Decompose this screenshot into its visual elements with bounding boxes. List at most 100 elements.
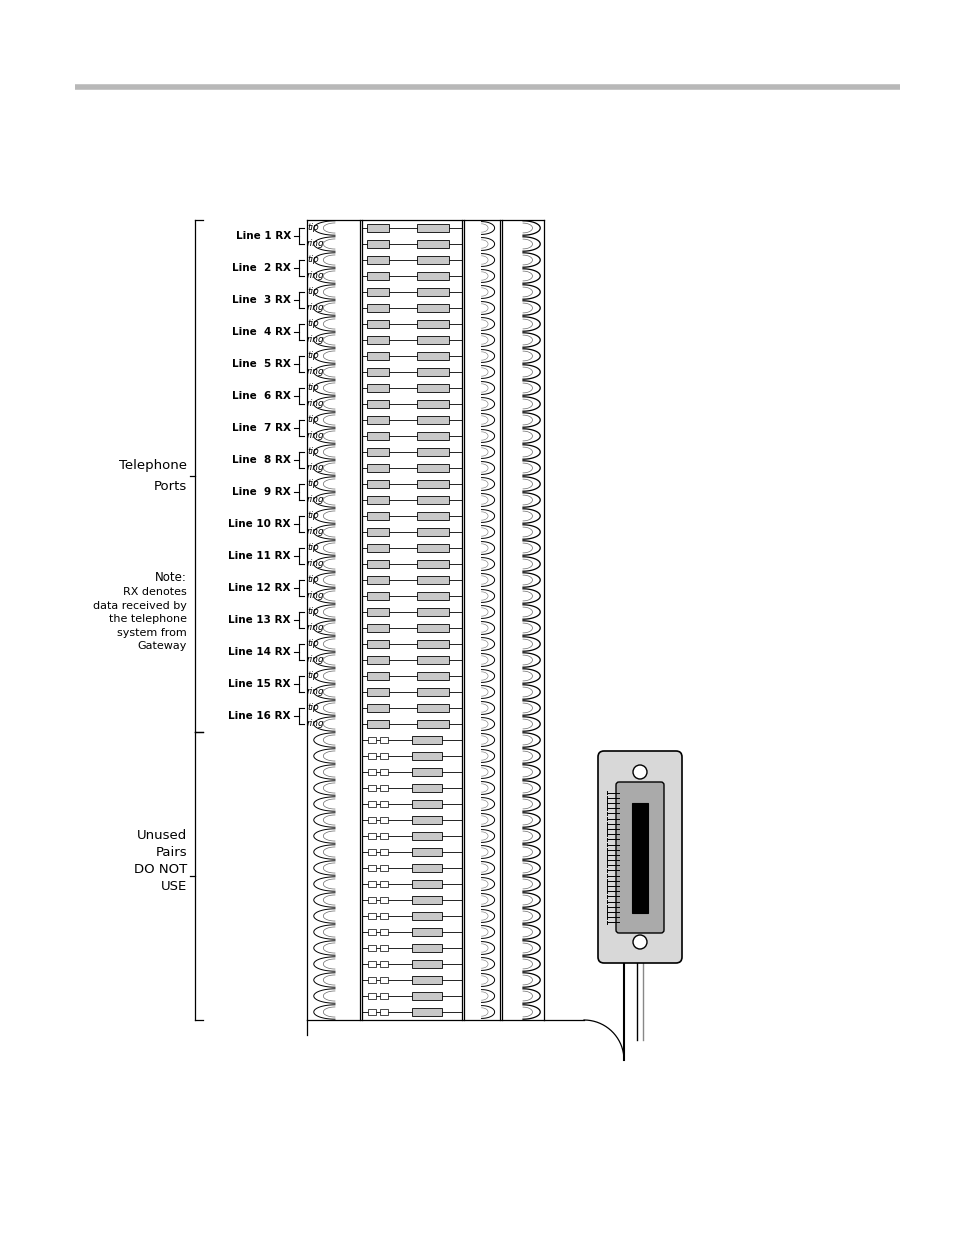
Bar	[416, 336, 449, 345]
Text: ring: ring	[307, 656, 324, 664]
Text: tip: tip	[307, 415, 318, 425]
Bar	[416, 480, 449, 488]
Bar	[379, 737, 388, 743]
Bar	[368, 897, 375, 903]
Bar	[412, 736, 441, 743]
Text: Line 15 RX: Line 15 RX	[229, 679, 291, 689]
Bar	[368, 913, 375, 919]
Bar	[367, 704, 389, 713]
Bar	[631, 803, 647, 913]
Bar	[416, 688, 449, 697]
Bar	[379, 800, 388, 808]
Bar	[368, 977, 375, 983]
Text: tip: tip	[307, 576, 318, 584]
Bar	[368, 881, 375, 887]
Text: tip: tip	[307, 288, 318, 296]
Bar	[412, 752, 441, 760]
Bar	[416, 432, 449, 440]
Bar	[367, 320, 389, 329]
Text: ring: ring	[307, 368, 324, 377]
Text: ring: ring	[307, 272, 324, 280]
Bar	[379, 784, 388, 792]
Text: ring: ring	[307, 527, 324, 536]
Text: Line  8 RX: Line 8 RX	[232, 454, 291, 466]
Bar	[367, 496, 389, 504]
Bar	[368, 832, 375, 840]
Text: Line  3 RX: Line 3 RX	[232, 295, 291, 305]
Bar	[416, 720, 449, 727]
Bar	[367, 543, 389, 552]
Bar	[368, 769, 375, 776]
Bar	[368, 993, 375, 999]
Text: RX denotes
data received by
the telephone
system from
Gateway: RX denotes data received by the telephon…	[93, 587, 187, 651]
Bar	[368, 945, 375, 951]
Text: Unused
Pairs
DO NOT
USE: Unused Pairs DO NOT USE	[133, 829, 187, 893]
Bar	[368, 1009, 375, 1015]
Bar	[379, 897, 388, 903]
Text: Line 10 RX: Line 10 RX	[229, 519, 291, 529]
Text: tip: tip	[307, 256, 318, 264]
Bar	[416, 672, 449, 680]
Text: Line 14 RX: Line 14 RX	[228, 647, 291, 657]
Bar	[367, 529, 389, 536]
Bar	[367, 576, 389, 584]
Text: ring: ring	[307, 399, 324, 409]
Bar	[367, 559, 389, 568]
Bar	[416, 559, 449, 568]
Bar	[416, 543, 449, 552]
Bar	[412, 864, 441, 872]
Bar	[367, 304, 389, 312]
Text: Line  9 RX: Line 9 RX	[232, 487, 291, 496]
Bar	[367, 464, 389, 472]
Bar	[412, 960, 441, 968]
Text: Line  4 RX: Line 4 RX	[232, 327, 291, 337]
Bar	[368, 753, 375, 760]
Bar	[416, 640, 449, 648]
Text: Line  5 RX: Line 5 RX	[232, 359, 291, 369]
FancyBboxPatch shape	[616, 782, 663, 932]
Bar	[416, 448, 449, 456]
Bar	[368, 816, 375, 824]
Bar	[412, 832, 441, 840]
Bar	[416, 272, 449, 280]
Text: Line 1 RX: Line 1 RX	[235, 231, 291, 241]
Text: ring: ring	[307, 240, 324, 248]
Bar	[367, 400, 389, 408]
Text: Line  7 RX: Line 7 RX	[232, 424, 291, 433]
Text: tip: tip	[307, 224, 318, 232]
Bar	[412, 800, 441, 808]
Bar	[367, 592, 389, 600]
Bar	[379, 929, 388, 935]
Bar	[412, 768, 441, 776]
Bar	[416, 529, 449, 536]
Text: Ports: Ports	[153, 479, 187, 493]
Text: tip: tip	[307, 672, 318, 680]
Bar	[412, 992, 441, 1000]
Bar	[367, 672, 389, 680]
Bar	[367, 608, 389, 616]
Bar	[368, 800, 375, 808]
Bar	[416, 240, 449, 248]
Bar	[367, 272, 389, 280]
Bar	[412, 848, 441, 856]
Bar	[412, 976, 441, 984]
Bar	[416, 496, 449, 504]
Bar	[416, 368, 449, 375]
Text: ring: ring	[307, 431, 324, 441]
Bar	[379, 832, 388, 840]
Text: ring: ring	[307, 463, 324, 473]
Bar	[412, 911, 441, 920]
Bar	[416, 304, 449, 312]
Bar	[368, 961, 375, 967]
Text: tip: tip	[307, 447, 318, 457]
Text: tip: tip	[307, 543, 318, 552]
Text: tip: tip	[307, 384, 318, 393]
Text: tip: tip	[307, 352, 318, 361]
Bar	[412, 1008, 441, 1016]
Bar	[379, 913, 388, 919]
Bar	[416, 320, 449, 329]
Bar	[412, 784, 441, 792]
Bar	[416, 704, 449, 713]
Bar	[367, 288, 389, 296]
Text: ring: ring	[307, 688, 324, 697]
